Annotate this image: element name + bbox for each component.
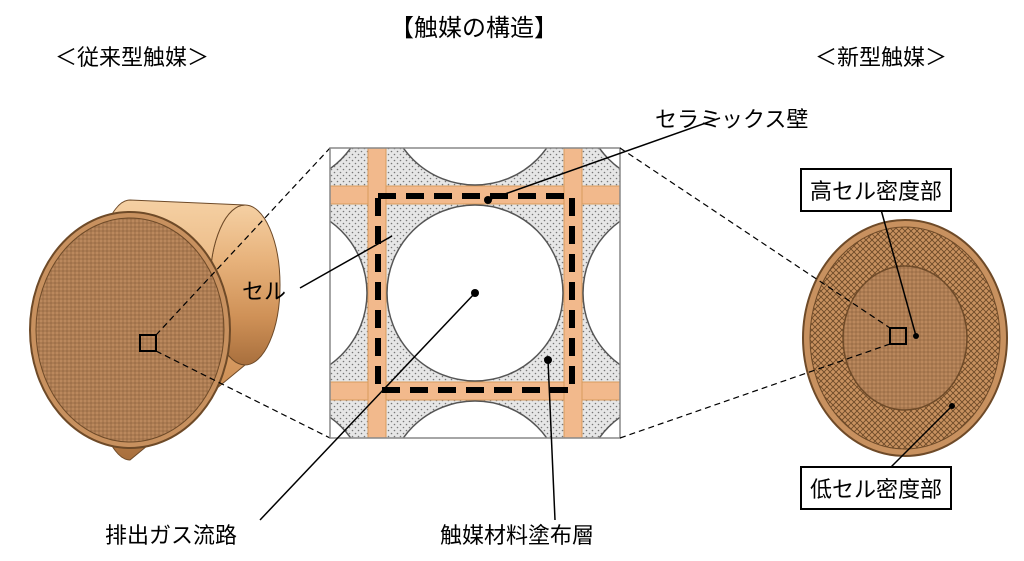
right-heading: ＜新型触媒＞: [815, 40, 947, 72]
cell-label: セル: [242, 274, 286, 306]
high-density-label: 高セル密度部: [800, 168, 952, 212]
left-heading: ＜従来型触媒＞: [55, 40, 209, 72]
low-density-label: 低セル密度部: [800, 466, 952, 510]
conventional-catalyst-cylinder: [30, 200, 280, 460]
catalyst-coating-label: 触媒材料塗布層: [440, 518, 594, 550]
ceramic-wall-label: セラミックス壁: [655, 102, 808, 134]
diagram-title: 【触媒の構造】: [390, 8, 558, 43]
exhaust-flow-label: 排出ガス流路: [105, 518, 237, 550]
new-type-catalyst-cylinder: [803, 220, 1007, 456]
